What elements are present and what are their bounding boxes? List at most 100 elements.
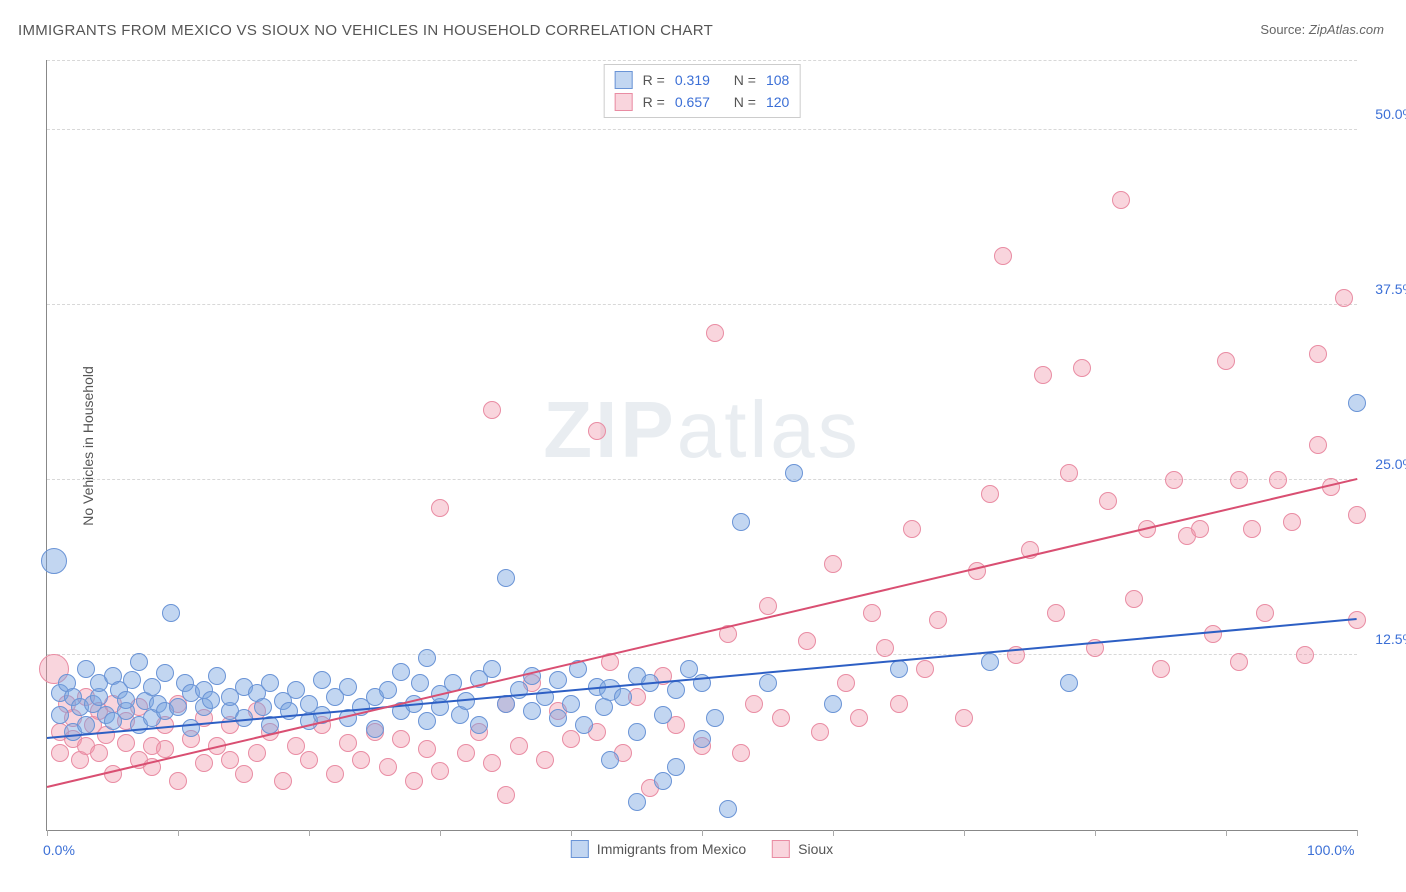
scatter-point (706, 709, 724, 727)
scatter-point (470, 716, 488, 734)
scatter-point (1165, 471, 1183, 489)
scatter-point (667, 758, 685, 776)
scatter-point (601, 751, 619, 769)
scatter-point (405, 772, 423, 790)
scatter-point (483, 754, 501, 772)
scatter-point (693, 730, 711, 748)
scatter-point (1348, 506, 1366, 524)
scatter-point (1256, 604, 1274, 622)
scatter-point (379, 758, 397, 776)
scatter-point (824, 555, 842, 573)
scatter-point (628, 723, 646, 741)
scatter-point (732, 744, 750, 762)
scatter-point (1073, 359, 1091, 377)
scatter-point (890, 695, 908, 713)
scatter-point (313, 671, 331, 689)
scatter-point (654, 706, 672, 724)
scatter-point (916, 660, 934, 678)
scatter-point (1230, 653, 1248, 671)
scatter-point (248, 744, 266, 762)
scatter-point (1309, 436, 1327, 454)
scatter-point (1269, 471, 1287, 489)
y-tick-label: 25.0% (1375, 456, 1406, 472)
x-tick (964, 830, 965, 836)
scatter-point (1283, 513, 1301, 531)
scatter-point (418, 649, 436, 667)
scatter-point (123, 671, 141, 689)
scatter-point (759, 674, 777, 692)
scatter-point (431, 499, 449, 517)
scatter-point (392, 730, 410, 748)
scatter-point (1296, 646, 1314, 664)
x-tick (47, 830, 48, 836)
scatter-point (156, 740, 174, 758)
scatter-point (169, 698, 187, 716)
scatter-point (117, 691, 135, 709)
scatter-point (274, 772, 292, 790)
scatter-point (562, 695, 580, 713)
scatter-point (1348, 394, 1366, 412)
legend-swatch-a-bottom (571, 840, 589, 858)
scatter-point (667, 681, 685, 699)
scatter-point (156, 664, 174, 682)
legend-swatch-b (615, 93, 633, 111)
scatter-point (352, 751, 370, 769)
legend-swatch-b-bottom (772, 840, 790, 858)
scatter-point (1060, 464, 1078, 482)
scatter-point (1243, 520, 1261, 538)
scatter-point (182, 719, 200, 737)
legend-swatch-a (615, 71, 633, 89)
scatter-point (1112, 191, 1130, 209)
scatter-point (929, 611, 947, 629)
source-label: Source: (1260, 22, 1305, 37)
scatter-point (77, 716, 95, 734)
x-tick (702, 830, 703, 836)
scatter-point (1099, 492, 1117, 510)
x-tick (571, 830, 572, 836)
scatter-point (339, 678, 357, 696)
scatter-point (994, 247, 1012, 265)
scatter-point (261, 674, 279, 692)
scatter-point (1191, 520, 1209, 538)
scatter-point (411, 674, 429, 692)
gridline (47, 654, 1357, 655)
scatter-point (863, 604, 881, 622)
scatter-point (536, 751, 554, 769)
x-tick (309, 830, 310, 836)
source-link[interactable]: ZipAtlas.com (1309, 22, 1384, 37)
scatter-point (392, 663, 410, 681)
scatter-point (510, 737, 528, 755)
x-tick-label: 100.0% (1307, 842, 1354, 858)
scatter-point (549, 671, 567, 689)
scatter-point (497, 786, 515, 804)
legend-row-series-a: R = 0.319 N = 108 (615, 69, 790, 91)
scatter-point (798, 632, 816, 650)
source-attribution: Source: ZipAtlas.com (1260, 22, 1384, 37)
scatter-point (1335, 289, 1353, 307)
x-tick (1226, 830, 1227, 836)
scatter-point (785, 464, 803, 482)
scatter-point (1230, 471, 1248, 489)
scatter-point (143, 678, 161, 696)
x-tick (440, 830, 441, 836)
scatter-point (811, 723, 829, 741)
gridline (47, 304, 1357, 305)
scatter-point (379, 681, 397, 699)
scatter-point (523, 702, 541, 720)
scatter-point (130, 653, 148, 671)
gridline (47, 60, 1357, 61)
scatter-point (824, 695, 842, 713)
series-b-name: Sioux (798, 841, 833, 857)
bottom-legend-item-a: Immigrants from Mexico (571, 840, 746, 858)
scatter-plot-area: ZIPatlas R = 0.319 N = 108 R = 0.657 N =… (46, 60, 1357, 831)
x-tick (178, 830, 179, 836)
scatter-point (208, 667, 226, 685)
scatter-point (981, 653, 999, 671)
scatter-point (614, 688, 632, 706)
gridline (47, 129, 1357, 130)
scatter-point (431, 762, 449, 780)
scatter-point (759, 597, 777, 615)
scatter-point (483, 401, 501, 419)
bottom-legend: Immigrants from Mexico Sioux (571, 840, 833, 858)
scatter-point (1309, 345, 1327, 363)
